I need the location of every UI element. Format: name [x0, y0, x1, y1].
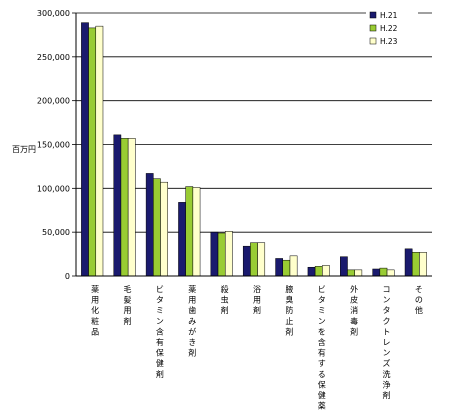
- bar-H.23-11: [419, 252, 427, 277]
- y-tick-label: 200,000: [37, 97, 70, 106]
- bar-H.23-3: [160, 181, 168, 277]
- category-label: ビタミン含有保健剤: [156, 285, 164, 379]
- bar-H.21-10: [372, 268, 381, 277]
- category-label: その他: [415, 285, 423, 315]
- bar-H.21-7: [275, 258, 284, 277]
- bar-H.22-7: [282, 259, 291, 277]
- category-label: 殺虫剤: [221, 284, 229, 315]
- legend-label: H.23: [380, 37, 398, 46]
- bar-H.22-5: [217, 232, 226, 277]
- bar-H.21-1: [81, 22, 89, 277]
- bar-H.21-4: [178, 202, 186, 277]
- category-label: 薬用歯みがき剤: [188, 284, 196, 358]
- bar-H.23-5: [224, 231, 233, 277]
- legend: H.21 H.22 H.23: [366, 7, 418, 51]
- bar-H.22-2: [120, 138, 129, 277]
- category-label: 腋臭防止剤: [285, 284, 293, 336]
- bar-H.21-9: [340, 256, 348, 277]
- bar-H.22-6: [250, 242, 258, 277]
- legend-label: H.22: [380, 24, 398, 33]
- category-label: コンタクトレンズ洗浄剤: [382, 285, 390, 400]
- y-tick-label: 50,000: [42, 228, 70, 237]
- category-label: 外皮消毒剤: [350, 284, 358, 336]
- category-label: ビタミンを含有する保健薬: [318, 285, 326, 411]
- bar-H.23-10: [386, 269, 395, 277]
- bar-H.21-3: [145, 173, 154, 277]
- bar-H.21-5: [210, 231, 219, 277]
- bar-H.22-4: [185, 186, 194, 277]
- bar-H.23-2: [127, 138, 136, 277]
- y-tick-labels: 0 50,000 100,000 150,000 200,000 250,000 300,0…: [37, 9, 70, 281]
- bar-H.21-8: [307, 266, 316, 277]
- bar-H.22-10: [379, 267, 388, 277]
- category-label: 毛髪用剤: [124, 284, 132, 326]
- bar-H.22-11: [411, 252, 420, 277]
- y-tick-label: 300,000: [37, 9, 70, 18]
- bar-H.21-2: [113, 134, 122, 277]
- bars: [81, 22, 427, 277]
- category-labels: 薬用化粧品 毛髪用剤 ビタミン含有保健剤 薬用歯みがき剤 殺虫剤 浴用剤 腋臭防止剤 ビタミン…: [91, 284, 423, 411]
- bar-H.23-6: [257, 242, 266, 277]
- legend-swatch: [369, 24, 377, 32]
- bar-H.23-4: [192, 187, 201, 277]
- y-tick-label: 100,000: [37, 184, 70, 193]
- bar-H.22-8: [314, 266, 323, 277]
- bar-H.23-9: [354, 269, 363, 277]
- category-label: 薬用化粧品: [91, 284, 99, 336]
- y-tick-label: 0: [65, 272, 70, 281]
- axes: [72, 12, 432, 277]
- y-tick-label: 250,000: [37, 53, 70, 62]
- bar-H.23-1: [95, 25, 104, 277]
- legend-swatch: [369, 37, 377, 45]
- bar-H.22-1: [88, 27, 97, 277]
- bar-H.21-6: [242, 245, 251, 277]
- category-label: 浴用剤: [253, 284, 261, 315]
- y-tick-label: 150,000: [37, 141, 70, 150]
- y-axis-label: 百万円: [12, 145, 36, 154]
- legend-label: H.21: [380, 11, 398, 20]
- legend-swatch: [369, 11, 377, 19]
- bar-H.21-11: [404, 248, 413, 277]
- bar-H.23-7: [289, 255, 298, 277]
- bar-H.23-8: [322, 265, 330, 277]
- bar-H.22-3: [153, 178, 161, 277]
- bar-H.22-9: [347, 269, 355, 277]
